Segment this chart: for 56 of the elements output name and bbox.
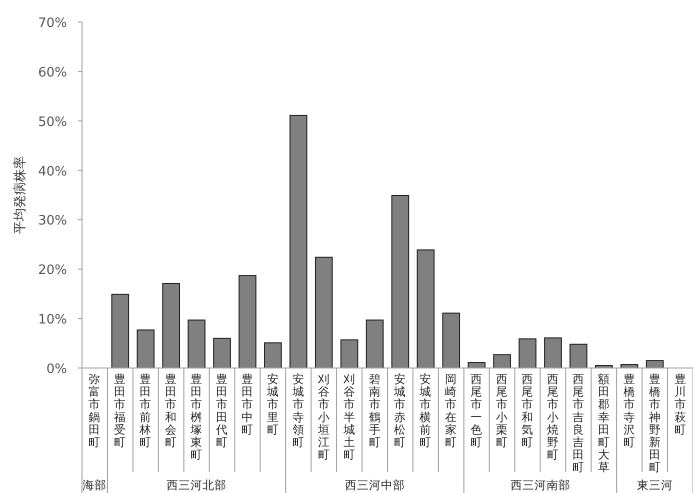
y-tick-label: 60%	[38, 65, 67, 80]
x-tick-label: 西尾市小栗町	[496, 372, 508, 449]
x-tick-label: 豊田市中町	[241, 372, 254, 436]
bar	[366, 320, 384, 368]
x-tick-label: 刈谷市小垣江町	[316, 372, 330, 462]
bar	[289, 114, 308, 368]
x-tick-label: 弥富市鍋田町	[88, 372, 101, 449]
text: 西三河北部	[166, 478, 227, 492]
x-tick-label: 額田郡幸田町大草	[598, 372, 610, 474]
x-tick-label: 安城市寺領町	[291, 372, 304, 449]
x-tick-label: 岡崎市在家町	[445, 372, 458, 449]
x-tick-label: 西尾市吉良吉田町	[572, 372, 584, 474]
x-tick-label: 豊川市萩町	[674, 372, 686, 436]
x-tick-label: 豊田市桝塚東町	[190, 372, 203, 462]
y-tick-label: 20%	[38, 263, 67, 278]
x-tick-label: 豊橋市寺沢町	[623, 372, 636, 449]
text: 西三河南部	[510, 478, 570, 492]
x-tick-label: 刈谷市半城土町	[342, 372, 356, 462]
y-tick-label: 40%	[38, 164, 67, 180]
y-tick-label: 50%	[38, 114, 67, 130]
bar	[314, 256, 333, 368]
text: 東三河	[636, 478, 673, 492]
x-tick-label: 西尾市一色町	[470, 372, 483, 449]
bar	[416, 249, 435, 368]
bar	[391, 194, 410, 368]
y-tick-label: 70%	[38, 16, 67, 31]
bar	[136, 329, 155, 368]
bar	[544, 337, 562, 368]
x-tick-label: 豊田市福受町	[114, 372, 126, 449]
x-tick-label: 安城市横前町	[418, 372, 432, 449]
bar	[518, 338, 536, 368]
bar	[213, 338, 231, 368]
bar	[188, 320, 206, 368]
x-tick-label: 豊田市前林町	[138, 372, 152, 449]
x-tick-label: 豊橋市神野新田町	[648, 372, 661, 474]
x-tick-label: 安城市里町	[266, 372, 279, 436]
bar	[238, 275, 256, 368]
bar	[162, 282, 180, 368]
bar	[264, 342, 282, 368]
bar	[111, 294, 130, 368]
bar	[442, 312, 460, 368]
bar	[493, 354, 511, 368]
text: 西三河中部	[344, 478, 405, 492]
x-tick-label: 西尾市和気町	[522, 372, 534, 449]
x-tick-label: 安城市赤松町	[393, 372, 406, 449]
y-tick-label: 30%	[38, 214, 67, 229]
y-tick-label: 10%	[38, 312, 67, 328]
bar	[570, 344, 588, 368]
y-axis-title: 平均発病株率	[12, 156, 28, 234]
x-tick-label: 西尾市小焼野町	[546, 372, 559, 462]
x-tick-label: 碧南市鶴手町	[368, 372, 381, 449]
y-tick-label: 0%	[46, 362, 67, 377]
bar	[340, 339, 358, 368]
x-tick-label: 豊田市和会町	[165, 372, 178, 449]
x-tick-label: 豊田市田代町	[215, 372, 228, 449]
text: 海部	[82, 478, 107, 492]
